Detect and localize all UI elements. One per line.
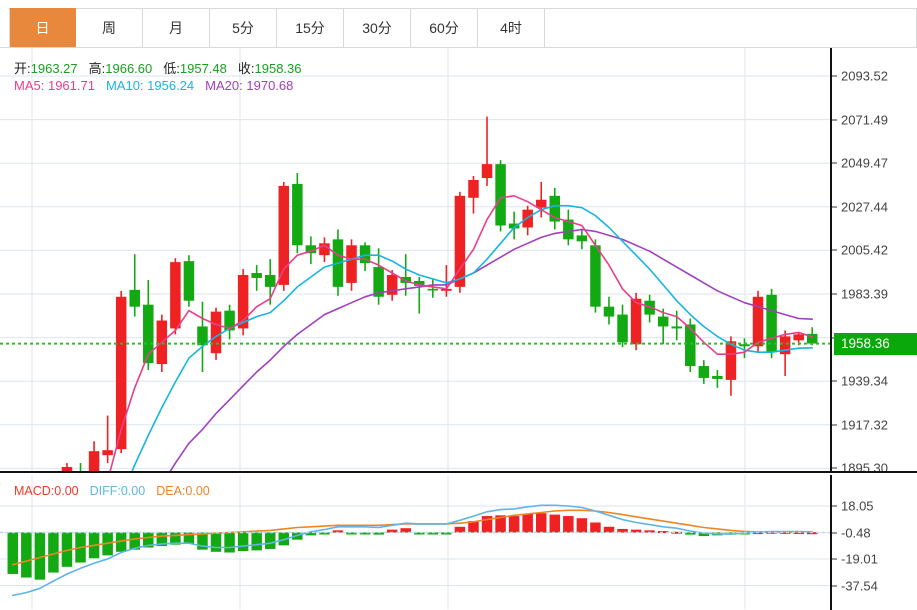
price-tick-label: 2027.44 <box>841 199 888 215</box>
price-tick-label: 1895.30 <box>841 460 888 473</box>
price-axis: 2093.52 2071.49 2049.47 2027.44 2005.42 1983.… <box>830 48 917 471</box>
macd-axis: 18.05 -0.48 -19.01 -37.54 <box>830 475 917 610</box>
price-tick-label: 2005.42 <box>841 242 888 258</box>
macd-tick-mark <box>832 585 837 586</box>
price-tick-mark <box>832 162 837 164</box>
tab-week[interactable]: 周 <box>76 8 143 47</box>
price-tick-mark <box>832 424 837 426</box>
price-chart-panel[interactable]: 开:1963.27 高:1966.60 低:1957.48 收:1958.36 MA5… <box>0 48 917 473</box>
timeframe-tabstrip: 日周月 5分 15分 30分 60分 4时 <box>0 0 545 47</box>
price-tick-label: 1917.32 <box>841 417 888 433</box>
macd-tick-label: -19.01 <box>841 551 878 567</box>
price-tick-label: 1983.39 <box>841 286 888 302</box>
macd-tick-mark <box>832 532 837 533</box>
macd-chart-canvas <box>0 475 917 610</box>
price-tick-mark <box>832 467 837 469</box>
tab-60min[interactable]: 60分 <box>411 8 478 47</box>
tab-15min[interactable]: 15分 <box>277 8 344 47</box>
price-tick-mark <box>832 293 837 295</box>
price-tick-mark <box>832 380 837 382</box>
macd-tick-label: -0.48 <box>841 525 871 540</box>
macd-chart-panel[interactable]: MACD:0.00 DIFF:0.00 DEA:0.00 18.05 -0.48 -19… <box>0 475 917 610</box>
macd-tick-mark <box>832 558 837 560</box>
timeframe-tab-bar: 日周月 5分 15分 30分 60分 4时 <box>0 0 917 48</box>
macd-tick-mark <box>832 505 837 507</box>
price-tick-mark <box>832 206 837 208</box>
price-tick-mark <box>832 119 837 121</box>
price-tick-mark <box>832 75 837 77</box>
tab-day[interactable]: 日 <box>9 8 76 47</box>
price-tick-label: 2093.52 <box>841 68 888 84</box>
price-chart-canvas <box>0 48 830 471</box>
macd-tick-label: 18.05 <box>841 498 874 514</box>
tabbar-filler <box>545 8 917 47</box>
price-tick-label: 1939.34 <box>841 373 888 389</box>
price-tick-label: 2049.47 <box>841 155 888 171</box>
macd-tick-label: -37.54 <box>841 578 878 593</box>
tab-4hour[interactable]: 4时 <box>478 8 545 47</box>
current-price-badge: 1958.36 <box>834 332 917 355</box>
tab-5min[interactable]: 5分 <box>210 8 277 47</box>
price-tick-mark <box>832 249 837 251</box>
price-tick-label: 2071.49 <box>841 112 888 128</box>
tab-30min[interactable]: 30分 <box>344 8 411 47</box>
tab-month[interactable]: 月 <box>143 8 210 47</box>
